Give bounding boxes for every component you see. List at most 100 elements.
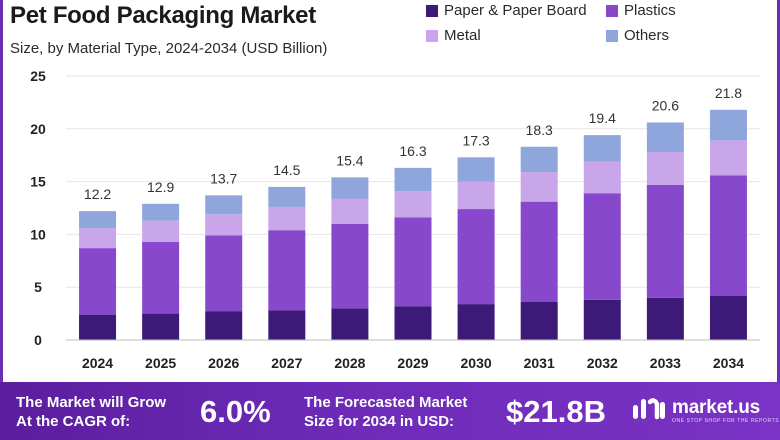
x-tick-label: 2030 [461, 355, 492, 371]
forecast-caption: The Forecasted Market Size for 2034 in U… [304, 393, 467, 431]
bar-total-label: 14.5 [273, 162, 300, 178]
bar-segment-paper [142, 313, 180, 340]
bar-segment-paper [520, 301, 558, 340]
legend-item-metal: Metal [426, 27, 481, 44]
legend-swatch-others [606, 29, 618, 42]
legend-item-others: Others [606, 27, 669, 44]
x-tick-label: 2034 [713, 355, 744, 371]
bar-segment-paper [79, 314, 117, 340]
cagr-caption-line1: The Market will Grow [16, 394, 167, 411]
bar-segment-others [646, 122, 684, 153]
bar-total-label: 19.4 [589, 110, 616, 126]
bar-total-label: 16.3 [399, 143, 426, 159]
bar-segment-others [457, 157, 495, 182]
bar-segment-metal [457, 181, 495, 210]
legend-swatch-plastics [606, 4, 618, 17]
bar-segment-metal [394, 191, 432, 218]
bar-total-label: 21.8 [715, 85, 742, 101]
footer-banner: The Market will Grow At the CAGR of: 6.0… [0, 382, 780, 440]
bar-segment-plastics [709, 175, 747, 296]
bar-segment-paper [205, 311, 243, 340]
bar-segment-metal [520, 172, 558, 202]
legend-item-paper: Paper & Paper Board [426, 2, 587, 19]
stacked-bar-chart: 051015202512.2202412.9202513.7202614.520… [30, 68, 760, 371]
bar-segment-others [583, 135, 621, 162]
forecast-value: $21.8B [506, 394, 606, 429]
cagr-caption: The Market will Grow At the CAGR of: [16, 393, 166, 431]
bar-segment-plastics [268, 230, 306, 311]
bar-segment-metal [142, 220, 180, 242]
bar-total-label: 17.3 [462, 132, 489, 148]
bar-segment-plastics [394, 217, 432, 307]
bar-segment-plastics [331, 223, 369, 309]
legend-swatch-metal [426, 29, 438, 42]
bar-total-label: 15.4 [336, 152, 363, 168]
forecast-caption-line1: The Forecasted Market [304, 394, 468, 411]
x-tick-label: 2026 [208, 355, 239, 371]
brand-logo: market.us ONE STOP SHOP FOR THE REPORTS [632, 396, 779, 424]
bar-total-label: 13.7 [210, 170, 237, 186]
x-tick-label: 2032 [587, 355, 618, 371]
legend-label-plastics: Plastics [624, 2, 676, 19]
cagr-value: 6.0% [200, 394, 271, 429]
bar-segment-plastics [646, 184, 684, 298]
chart-subtitle: Size, by Material Type, 2024-2034 (USD B… [10, 40, 328, 57]
x-tick-label: 2027 [271, 355, 302, 371]
legend-label-paper: Paper & Paper Board [444, 2, 587, 19]
legend-label-others: Others [624, 27, 670, 44]
forecast-caption-line2: Size for 2034 in USD: [304, 413, 455, 430]
bar-total-label: 18.3 [526, 122, 553, 138]
bar-segment-others [142, 203, 180, 221]
bar-segment-others [331, 177, 369, 199]
y-tick-label: 10 [30, 226, 46, 242]
bar-segment-paper [646, 297, 684, 340]
bar-segment-others [79, 211, 117, 229]
bar-segment-paper [457, 304, 495, 340]
bar-segment-others [268, 186, 306, 207]
bar-segment-paper [268, 310, 306, 340]
bar-segment-metal [709, 140, 747, 176]
x-tick-label: 2025 [145, 355, 176, 371]
brand-tagline: ONE STOP SHOP FOR THE REPORTS [672, 418, 780, 424]
bar-segment-metal [268, 206, 306, 231]
bar-segment-paper [583, 299, 621, 340]
bar-segment-plastics [583, 193, 621, 300]
bar-total-label: 20.6 [652, 97, 679, 113]
y-tick-label: 15 [30, 174, 46, 190]
legend-label-metal: Metal [444, 27, 481, 44]
bar-segment-others [205, 195, 243, 215]
x-tick-label: 2033 [650, 355, 681, 371]
brand-name: market.us [672, 397, 760, 418]
bar-segment-others [709, 109, 747, 141]
bar-total-label: 12.2 [84, 186, 111, 202]
bar-segment-plastics [79, 248, 117, 315]
x-tick-label: 2031 [524, 355, 555, 371]
cagr-caption-line2: At the CAGR of: [16, 413, 131, 430]
bar-segment-paper [709, 295, 747, 340]
legend-swatch-paper [426, 4, 438, 17]
bar-segment-paper [331, 308, 369, 340]
bar-segment-metal [331, 198, 369, 224]
chart-title: Pet Food Packaging Market [10, 2, 316, 29]
left-border [0, 0, 3, 382]
bar-segment-metal [583, 161, 621, 194]
x-tick-label: 2024 [82, 355, 113, 371]
y-tick-label: 25 [30, 68, 46, 84]
bar-segment-others [520, 146, 558, 173]
x-tick-label: 2028 [334, 355, 365, 371]
bar-segment-paper [394, 306, 432, 340]
right-border [777, 0, 780, 382]
bar-segment-metal [79, 228, 117, 249]
y-tick-label: 20 [30, 121, 46, 137]
bar-segment-plastics [205, 235, 243, 312]
market-us-logo-icon [633, 398, 665, 420]
bar-segment-plastics [520, 201, 558, 302]
x-tick-label: 2029 [397, 355, 428, 371]
legend: Paper & Paper Board Plastics Metal Other… [420, 2, 780, 50]
bar-segment-metal [646, 152, 684, 185]
bar-segment-plastics [142, 241, 180, 314]
y-tick-label: 0 [34, 332, 42, 348]
bar-segment-others [394, 167, 432, 192]
bar-segment-metal [205, 214, 243, 236]
